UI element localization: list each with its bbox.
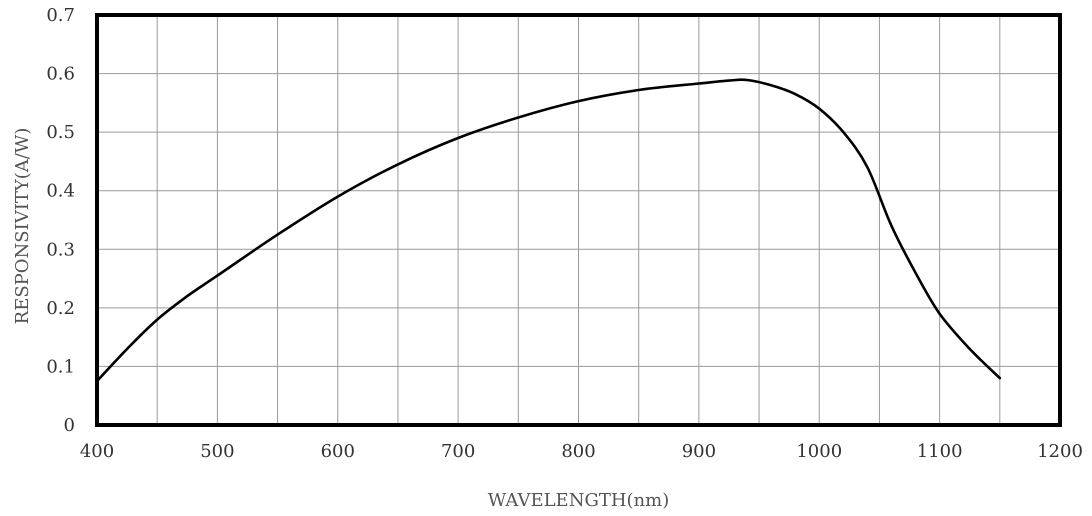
y-tick-label: 0.4 xyxy=(46,181,75,202)
x-tick-label: 500 xyxy=(200,441,234,462)
y-axis-ticks: 0 0.1 0.2 0.3 0.4 0.5 0.6 0.7 xyxy=(46,5,75,436)
x-tick-label: 900 xyxy=(682,441,716,462)
y-tick-label: 0.2 xyxy=(46,298,75,319)
y-tick-label: 0 xyxy=(64,415,75,436)
y-tick-label: 0.3 xyxy=(46,239,75,260)
grid xyxy=(97,15,1060,425)
x-axis-ticks: 400 500 600 700 800 900 1000 1100 1200 xyxy=(80,441,1083,462)
x-axis-title: WAVELENGTH(nm) xyxy=(488,490,669,511)
x-tick-label: 800 xyxy=(561,441,595,462)
x-tick-label: 700 xyxy=(441,441,475,462)
y-tick-label: 0.6 xyxy=(46,64,75,85)
x-tick-label: 1200 xyxy=(1037,441,1083,462)
x-tick-label: 1000 xyxy=(796,441,842,462)
x-tick-label: 1100 xyxy=(917,441,963,462)
x-tick-label: 400 xyxy=(80,441,114,462)
responsivity-curve xyxy=(95,78,1002,383)
y-tick-label: 0.7 xyxy=(46,5,75,26)
x-tick-label: 600 xyxy=(321,441,355,462)
y-tick-label: 0.5 xyxy=(46,122,75,143)
y-axis-title: RESPONSIVITY(A/W) xyxy=(12,128,33,325)
plot-frame xyxy=(95,13,1062,427)
y-tick-label: 0.1 xyxy=(46,356,75,377)
